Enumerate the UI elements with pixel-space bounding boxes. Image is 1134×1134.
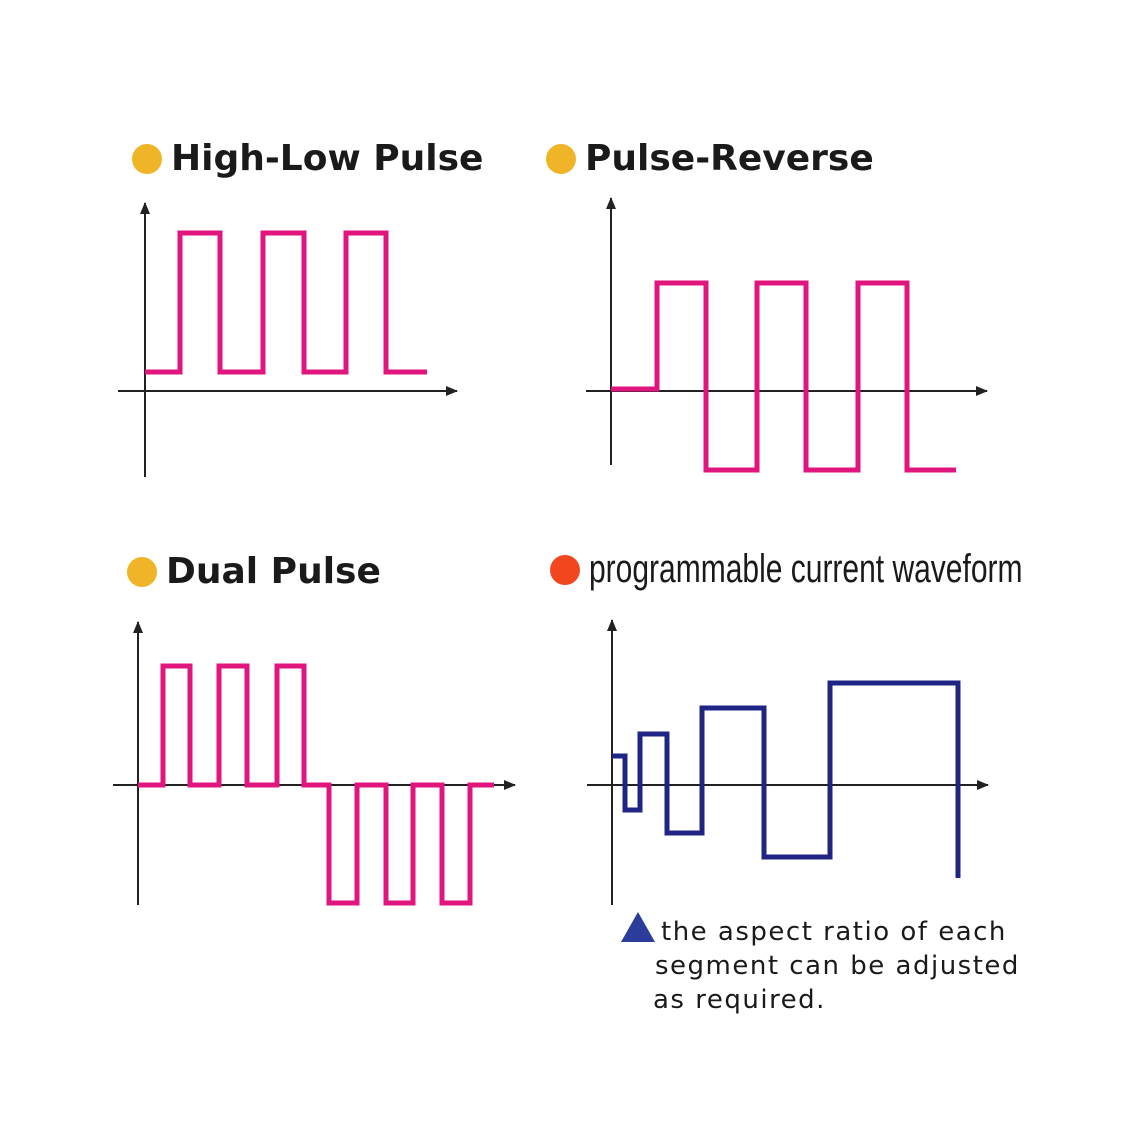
panel-title: Pulse-Reverse <box>585 138 874 179</box>
note-line-3: as required. <box>653 985 826 1015</box>
panel-title: Dual Pulse <box>166 551 381 592</box>
note-text: the aspect ratio of each segment can be … <box>621 912 1020 1017</box>
panel-pulse-reverse <box>586 197 988 473</box>
title-dual-pulse: Dual Pulse <box>127 551 381 592</box>
panel-title: High-Low Pulse <box>171 138 484 179</box>
title-high-low: High-Low Pulse <box>132 138 483 179</box>
note-line-2: segment can be adjusted <box>655 951 1020 981</box>
bullet-dot <box>127 556 157 587</box>
panel-dual-pulse <box>113 621 516 906</box>
panel-programmable <box>587 619 989 905</box>
waveform-line <box>145 230 427 375</box>
bullet-dot <box>546 143 576 174</box>
title-pulse-reverse: Pulse-Reverse <box>546 138 874 179</box>
waveform-line <box>611 280 956 473</box>
bullet-dot <box>550 554 580 585</box>
bullet-dot <box>132 143 162 174</box>
panel-high-low <box>118 202 458 477</box>
waveform-line <box>138 663 494 906</box>
note-line-1: the aspect ratio of each <box>661 917 1007 947</box>
title-programmable: programmable current waveform <box>550 547 1134 592</box>
panel-title: programmable current waveform <box>589 547 1023 591</box>
waveform-line <box>612 680 961 878</box>
triangle-icon <box>621 912 655 942</box>
